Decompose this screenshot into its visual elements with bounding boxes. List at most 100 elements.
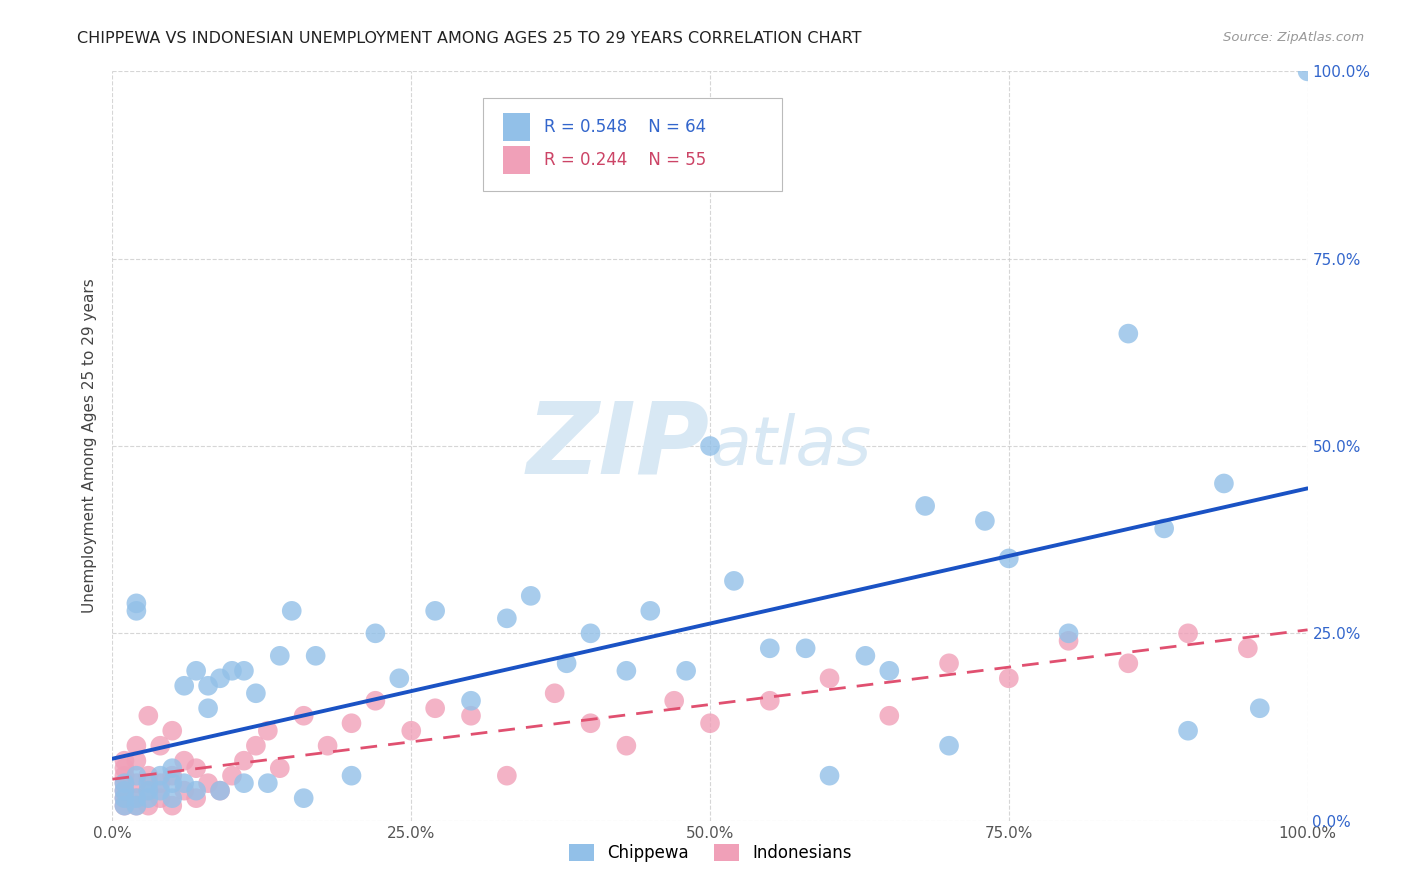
Point xyxy=(675,664,697,678)
Point xyxy=(138,783,160,797)
Point xyxy=(1153,521,1175,535)
Point xyxy=(114,783,135,797)
Point xyxy=(114,754,135,768)
Point xyxy=(186,761,208,775)
Point xyxy=(186,791,208,805)
Point xyxy=(173,783,195,797)
Point xyxy=(305,648,328,663)
Point xyxy=(173,679,195,693)
Point xyxy=(138,708,160,723)
Point xyxy=(125,596,148,610)
Point xyxy=(616,739,638,753)
Point xyxy=(364,626,387,640)
Point xyxy=(1118,657,1140,671)
Text: CHIPPEWA VS INDONESIAN UNEMPLOYMENT AMONG AGES 25 TO 29 YEARS CORRELATION CHART: CHIPPEWA VS INDONESIAN UNEMPLOYMENT AMON… xyxy=(77,31,862,46)
Point xyxy=(759,694,782,708)
Point xyxy=(1296,64,1319,78)
Point xyxy=(855,648,877,663)
Point xyxy=(125,754,148,768)
Point xyxy=(316,739,339,753)
Point xyxy=(388,671,411,685)
Point xyxy=(520,589,543,603)
Point xyxy=(292,708,315,723)
Point xyxy=(186,783,208,797)
Point xyxy=(138,783,160,797)
Point xyxy=(759,641,782,656)
Point xyxy=(114,791,135,805)
Point xyxy=(664,694,686,708)
Point xyxy=(125,791,148,805)
Text: R = 0.244    N = 55: R = 0.244 N = 55 xyxy=(544,151,706,169)
Point xyxy=(555,657,578,671)
Point xyxy=(197,776,219,790)
Point xyxy=(114,761,135,775)
Point xyxy=(186,664,208,678)
FancyBboxPatch shape xyxy=(503,112,530,141)
Point xyxy=(149,783,172,797)
Point xyxy=(233,776,256,790)
Text: ZIP: ZIP xyxy=(527,398,710,494)
Text: Source: ZipAtlas.com: Source: ZipAtlas.com xyxy=(1223,31,1364,45)
Y-axis label: Unemployment Among Ages 25 to 29 years: Unemployment Among Ages 25 to 29 years xyxy=(82,278,97,614)
Point xyxy=(998,551,1021,566)
Point xyxy=(269,761,291,775)
Point xyxy=(794,641,817,656)
Point xyxy=(818,671,841,685)
Point xyxy=(114,769,135,783)
Point xyxy=(914,499,936,513)
Point xyxy=(699,716,721,731)
Text: R = 0.548    N = 64: R = 0.548 N = 64 xyxy=(544,118,706,136)
Point xyxy=(114,776,135,790)
Point xyxy=(138,776,160,790)
Point xyxy=(340,769,363,783)
Point xyxy=(1249,701,1271,715)
Point xyxy=(114,776,135,790)
Point xyxy=(616,664,638,678)
Point xyxy=(197,679,219,693)
Point xyxy=(125,791,148,805)
Point xyxy=(138,798,160,813)
Point xyxy=(125,604,148,618)
Point xyxy=(257,723,280,738)
Point xyxy=(149,791,172,805)
Point xyxy=(233,664,256,678)
Point xyxy=(1177,723,1199,738)
Point xyxy=(149,769,172,783)
Point xyxy=(496,769,519,783)
Point xyxy=(162,723,183,738)
Point xyxy=(1057,633,1080,648)
Point xyxy=(149,776,172,790)
Point xyxy=(579,626,602,640)
Point xyxy=(209,783,232,797)
Point xyxy=(125,776,148,790)
Point xyxy=(221,769,243,783)
Point xyxy=(401,723,423,738)
Point xyxy=(162,761,183,775)
Point xyxy=(209,783,232,797)
Point xyxy=(1213,476,1236,491)
Point xyxy=(879,708,901,723)
Point xyxy=(460,694,482,708)
Point xyxy=(1057,626,1080,640)
Point xyxy=(114,783,135,797)
Point xyxy=(197,701,219,715)
Point xyxy=(640,604,662,618)
Point xyxy=(138,791,160,805)
Point xyxy=(114,798,135,813)
Point xyxy=(125,798,148,813)
Point xyxy=(699,439,721,453)
Text: atlas: atlas xyxy=(710,413,872,479)
Point xyxy=(1118,326,1140,341)
Point xyxy=(723,574,745,588)
Point xyxy=(818,769,841,783)
FancyBboxPatch shape xyxy=(484,97,782,191)
Point xyxy=(233,754,256,768)
FancyBboxPatch shape xyxy=(503,145,530,174)
Point xyxy=(879,664,901,678)
Point xyxy=(162,776,183,790)
Point xyxy=(269,648,291,663)
Point xyxy=(364,694,387,708)
Point xyxy=(425,701,447,715)
Point xyxy=(221,664,243,678)
Point xyxy=(125,798,148,813)
